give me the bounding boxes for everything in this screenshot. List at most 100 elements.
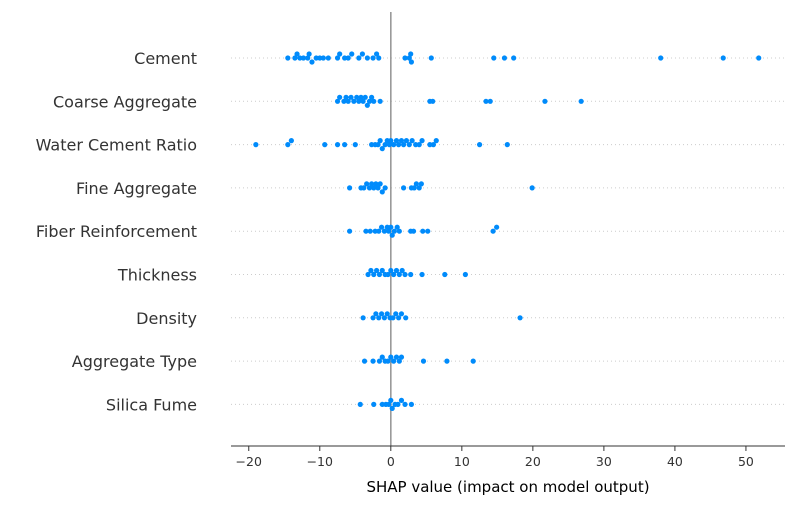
data-point: [388, 397, 394, 403]
data-point: [360, 98, 366, 104]
data-point: [361, 358, 368, 364]
data-point: [378, 311, 385, 317]
data-point: [253, 142, 259, 148]
feature-label: Density: [136, 309, 197, 328]
data-point: [305, 55, 311, 61]
data-point: [395, 401, 401, 407]
data-point: [399, 267, 405, 274]
data-point: [363, 228, 369, 234]
data-point: [398, 397, 405, 403]
x-axis-title: SHAP value (impact on model output): [366, 478, 649, 496]
data-point: [430, 98, 436, 104]
data-point: [391, 358, 397, 364]
data-point: [403, 138, 410, 144]
data-point: [288, 138, 294, 144]
data-point: [416, 185, 422, 191]
data-point: [393, 354, 400, 360]
data-point: [379, 267, 385, 274]
data-point: [370, 55, 376, 61]
data-point: [388, 224, 394, 230]
data-point: [393, 267, 400, 274]
data-point: [420, 228, 426, 234]
data-point: [356, 98, 362, 104]
data-point: [381, 228, 388, 234]
data-point: [396, 142, 402, 148]
data-point: [400, 142, 407, 148]
data-point: [419, 271, 425, 278]
data-point: [371, 185, 377, 191]
data-point: [393, 138, 400, 144]
data-point: [334, 98, 341, 104]
data-point: [343, 94, 349, 100]
data-point: [320, 55, 326, 61]
data-point: [390, 315, 396, 321]
data-point: [491, 55, 497, 61]
feature-labels: Cement Coarse Aggregate Water Cement Ratio…: [36, 49, 197, 414]
data-point: [389, 232, 395, 238]
data-point: [398, 138, 405, 144]
data-point: [462, 271, 468, 278]
data-point: [341, 98, 347, 104]
x-tick-label: −10: [307, 454, 333, 469]
data-point: [349, 51, 355, 57]
data-point: [379, 189, 385, 195]
data-point: [419, 138, 425, 144]
data-point: [364, 181, 370, 187]
data-point: [388, 267, 394, 274]
data-point: [511, 55, 517, 61]
data-point: [285, 55, 291, 61]
data-point: [376, 228, 382, 234]
x-tick-label: 30: [596, 454, 612, 469]
data-point: [430, 142, 437, 148]
data-point: [413, 181, 419, 187]
data-point: [334, 55, 341, 61]
data-point: [325, 55, 331, 61]
data-point: [385, 358, 391, 364]
data-point: [377, 138, 383, 144]
data-point: [658, 55, 664, 61]
data-point: [347, 228, 353, 234]
data-point: [358, 94, 364, 100]
data-point: [388, 138, 394, 144]
data-point: [366, 185, 373, 191]
data-point: [425, 228, 431, 234]
data-point: [487, 98, 493, 104]
data-point: [374, 51, 380, 57]
row-guides: [231, 57, 785, 405]
data-point: [542, 98, 548, 104]
data-point: [369, 94, 375, 100]
data-point: [394, 224, 400, 230]
data-point: [396, 358, 402, 364]
data-point: [362, 94, 368, 100]
data-point: [359, 51, 365, 57]
data-point: [347, 185, 353, 191]
data-point: [377, 181, 383, 187]
data-point: [294, 51, 300, 57]
data-point: [400, 185, 407, 191]
data-point: [416, 142, 422, 148]
feature-label: Thickness: [117, 266, 197, 285]
feature-label: Silica Fume: [106, 395, 197, 414]
data-point: [408, 401, 415, 407]
data-point: [578, 98, 584, 104]
data-point: [297, 55, 303, 61]
data-point: [379, 354, 385, 360]
data-point: [376, 315, 382, 321]
feature-label: Cement: [134, 49, 197, 68]
data-point: [494, 224, 500, 230]
data-point: [373, 181, 379, 187]
data-point: [337, 94, 343, 100]
x-tick-label: 20: [525, 454, 541, 469]
data-point: [366, 98, 373, 104]
data-point: [368, 267, 374, 274]
data-point: [345, 98, 351, 104]
beeswarm-points: [253, 51, 762, 411]
data-point: [371, 401, 377, 407]
data-point: [388, 354, 394, 360]
data-point: [385, 271, 391, 278]
data-point: [322, 142, 328, 148]
data-point: [408, 59, 415, 65]
data-point: [345, 55, 351, 61]
